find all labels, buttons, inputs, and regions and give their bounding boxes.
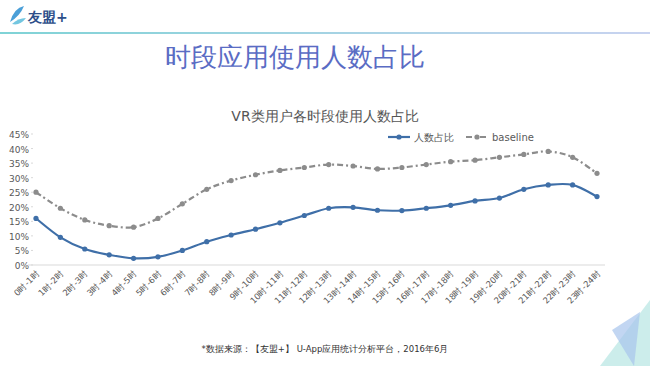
series-marker bbox=[375, 208, 380, 213]
y-tick-label: 35% bbox=[9, 159, 29, 169]
series-marker bbox=[424, 162, 429, 167]
logo-icon bbox=[12, 18, 26, 24]
series-marker bbox=[326, 206, 331, 211]
series-marker bbox=[33, 216, 38, 221]
series-marker bbox=[472, 198, 477, 203]
series-marker bbox=[204, 239, 209, 244]
series-marker bbox=[253, 227, 258, 232]
legend-label: 人数占比 bbox=[414, 132, 454, 143]
series-marker bbox=[350, 205, 355, 210]
chart-title: VR类用户各时段使用人数占比 bbox=[231, 108, 418, 124]
y-tick bbox=[31, 163, 33, 164]
series-marker bbox=[229, 178, 234, 183]
y-tick-label: 10% bbox=[9, 232, 29, 242]
series-marker bbox=[180, 248, 185, 253]
series-line bbox=[36, 184, 597, 259]
series-marker bbox=[521, 187, 526, 192]
y-tick bbox=[31, 206, 33, 207]
x-tick-label: 23时-24时 bbox=[565, 268, 602, 305]
plot-area bbox=[33, 149, 599, 261]
series-line bbox=[36, 151, 597, 227]
y-tick-label: 45% bbox=[9, 130, 29, 140]
series-marker bbox=[497, 195, 502, 200]
series-marker bbox=[546, 149, 551, 154]
series-marker bbox=[546, 182, 551, 187]
y-tick-label: 20% bbox=[9, 203, 29, 213]
series-marker bbox=[570, 155, 575, 160]
y-tick-label: 25% bbox=[9, 188, 29, 198]
series-marker bbox=[58, 206, 63, 211]
series-marker bbox=[350, 163, 355, 168]
x-tick-label: 6时-7时 bbox=[158, 268, 188, 298]
series-marker bbox=[107, 252, 112, 257]
x-tick-label: 0时-1时 bbox=[12, 268, 42, 298]
page: 友盟+ 时段应用使用人数占比 VR类用户各时段使用人数占比 0% 5% 10% 15% 20%… bbox=[0, 0, 650, 366]
series-marker bbox=[594, 171, 599, 176]
series-marker bbox=[448, 159, 453, 164]
y-tick bbox=[31, 192, 33, 193]
series-marker bbox=[570, 182, 575, 187]
page-title: 时段应用使用人数占比 bbox=[165, 42, 425, 72]
x-tick-label: 1时-2时 bbox=[36, 268, 66, 298]
decoration bbox=[612, 312, 640, 366]
footnote: *数据来源：【友盟+】 U-App应用统计分析平台，2016年6月 bbox=[202, 344, 449, 354]
series-marker bbox=[497, 155, 502, 160]
header-rule bbox=[0, 32, 650, 34]
series-marker bbox=[253, 172, 258, 177]
series-marker bbox=[302, 165, 307, 170]
series-marker bbox=[302, 213, 307, 218]
series-marker bbox=[155, 216, 160, 221]
legend-label: baseline bbox=[492, 132, 534, 143]
series-marker bbox=[472, 158, 477, 163]
series-marker bbox=[33, 190, 38, 195]
y-tick-label: 0% bbox=[15, 261, 30, 271]
y-tick bbox=[31, 148, 33, 149]
series-marker bbox=[399, 208, 404, 213]
y-tick bbox=[31, 134, 33, 135]
logo-text: 友盟+ bbox=[27, 9, 68, 25]
x-tick-label: 4时-5时 bbox=[109, 268, 139, 298]
decoration bbox=[600, 300, 650, 366]
series-marker bbox=[399, 165, 404, 170]
series-marker bbox=[277, 220, 282, 225]
series-marker bbox=[375, 166, 380, 171]
series-marker bbox=[131, 225, 136, 230]
y-tick-label: 5% bbox=[15, 246, 30, 256]
y-tick-label: 40% bbox=[9, 145, 29, 155]
series-marker bbox=[277, 168, 282, 173]
y-tick bbox=[31, 177, 33, 178]
series-marker bbox=[82, 246, 87, 251]
x-tick-label: 5时-6时 bbox=[134, 268, 164, 298]
y-tick bbox=[31, 221, 33, 222]
series-marker bbox=[594, 194, 599, 199]
series-marker bbox=[424, 206, 429, 211]
series-marker bbox=[204, 187, 209, 192]
series-marker bbox=[326, 162, 331, 167]
series-marker bbox=[131, 256, 136, 261]
y-tick-label: 15% bbox=[9, 217, 29, 227]
series-marker bbox=[155, 254, 160, 259]
x-axis bbox=[28, 265, 605, 266]
legend-marker bbox=[474, 134, 479, 139]
series-marker bbox=[180, 201, 185, 206]
series-marker bbox=[521, 152, 526, 157]
series-marker bbox=[448, 203, 453, 208]
legend-marker bbox=[396, 134, 401, 139]
series-marker bbox=[229, 232, 234, 237]
series-marker bbox=[82, 217, 87, 222]
series-marker bbox=[107, 223, 112, 228]
series-marker bbox=[58, 235, 63, 240]
y-tick bbox=[31, 250, 33, 251]
x-tick-label: 7时-8时 bbox=[183, 268, 213, 298]
x-tick-label: 3时-4时 bbox=[85, 268, 115, 298]
y-tick-label: 30% bbox=[9, 174, 29, 184]
y-tick bbox=[31, 235, 33, 236]
x-tick-label: 2时-3时 bbox=[61, 268, 91, 298]
